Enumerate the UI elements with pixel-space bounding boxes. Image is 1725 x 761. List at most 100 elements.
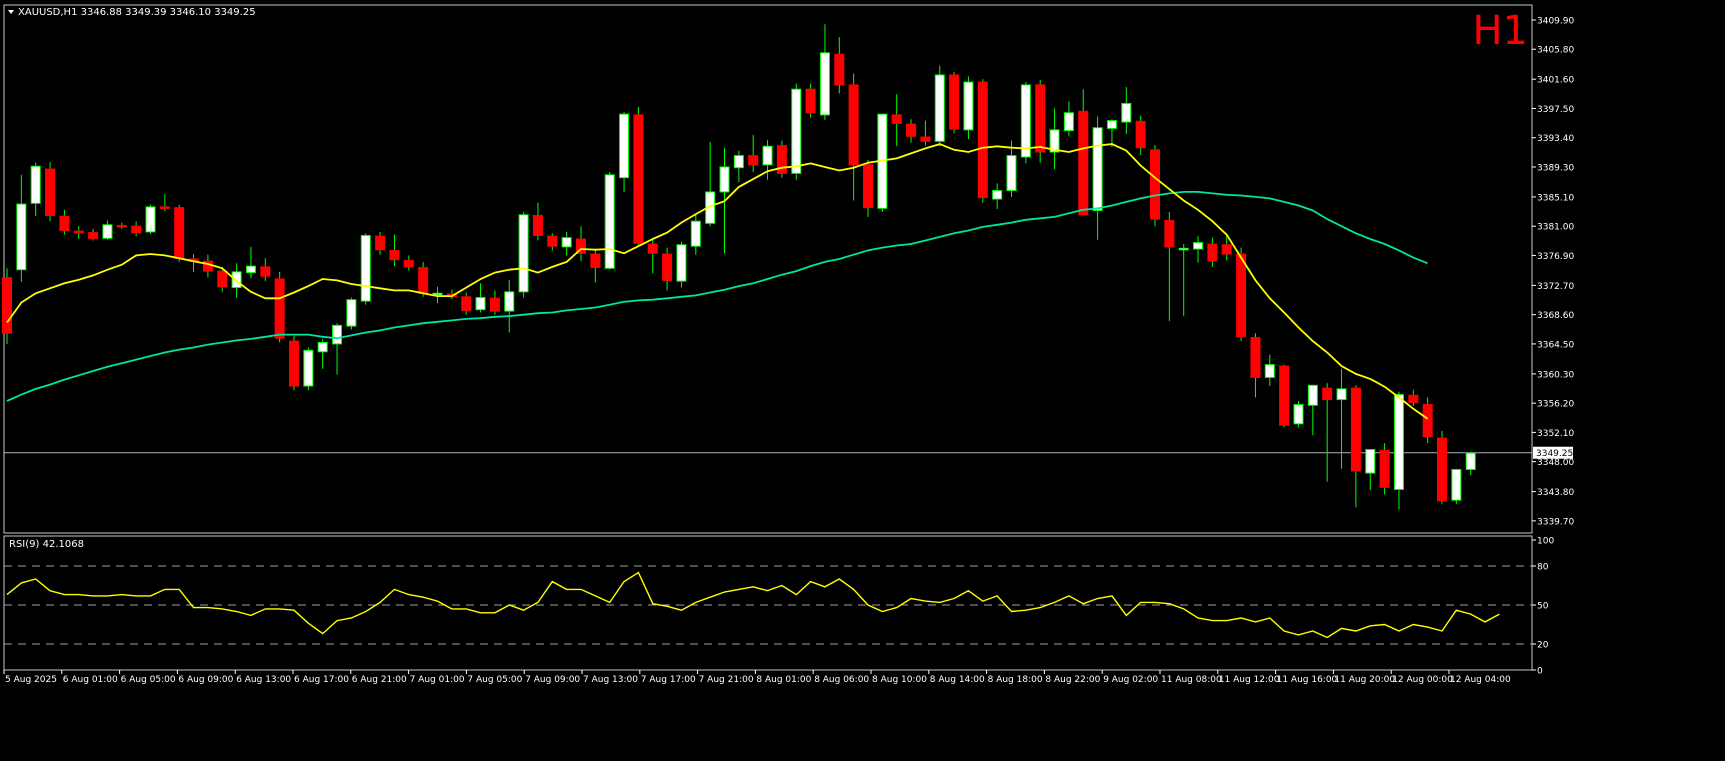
time-tick-label: 11 Aug 12:00 [1219,675,1280,685]
rsi-label: RSI(9) 42.1068 [9,539,84,550]
bull-candle [518,214,529,293]
bull-candle [1465,452,1476,470]
bull-candle [690,220,701,247]
price-tick-label: 3393.40 [1537,134,1574,144]
rsi-axis-label: 0 [1537,667,1543,677]
header-info: XAUUSD,H1 3346.88 3349.39 3346.10 3349.2… [8,7,256,18]
time-tick-label: 8 Aug 18:00 [988,675,1043,685]
slow-ma-line [6,190,1428,402]
price-tick-label: 3385.10 [1537,193,1574,203]
bull-candle [561,237,572,248]
bull-candle [145,206,156,233]
price-tick-label: 3356.20 [1537,400,1574,410]
bull-candle [1063,112,1074,132]
bear-candle [891,114,902,124]
rsi-line [6,571,1500,639]
bear-candle [1379,449,1390,488]
bull-candle [303,349,314,387]
candle-wicks [6,24,1472,510]
time-tick-label: 7 Aug 09:00 [525,675,580,685]
bear-candle [418,267,429,294]
bull-candle [1106,120,1117,129]
price-tick-label: 3368.60 [1537,311,1574,321]
main-panel-frame [3,4,1533,534]
bull-candle [1307,384,1318,406]
bear-candle [45,168,56,216]
bear-candle [776,145,787,174]
bull-candle [819,52,830,116]
bull-candle [1336,388,1347,401]
bull-candle [963,81,974,131]
bear-candle [73,230,84,234]
time-tick-label: 9 Aug 02:00 [1103,675,1158,685]
timeframe-badge: H1 [1472,8,1528,54]
time-tick-label: 6 Aug 17:00 [294,675,349,685]
time-axis: 5 Aug 2025 6 Aug 01:00 6 Aug 05:00 6 Aug 09… [3,670,1511,685]
bear-candle [2,277,12,334]
bear-candle [1322,387,1333,401]
bear-candle [805,88,816,114]
chart-menu-triangle-icon[interactable] [8,10,14,14]
bull-candle [1264,364,1275,378]
bull-candle [1049,129,1060,153]
moving-averages [6,143,1429,420]
time-tick-label: 8 Aug 06:00 [814,675,869,685]
bear-candle [1150,149,1160,220]
bear-candle [1207,243,1218,262]
bull-candle [1293,404,1304,425]
time-tick-label: 12 Aug 00:00 [1392,675,1453,685]
rsi-axis-label: 100 [1537,537,1554,547]
bear-candle [920,136,931,142]
bull-candle [475,297,486,311]
time-tick-label: 6 Aug 21:00 [352,675,407,685]
bear-candle [748,155,759,166]
bull-candle [719,166,730,193]
bear-candle [403,259,414,268]
price-tick-label: 3405.80 [1537,46,1574,56]
bear-candle [1035,84,1046,153]
price-tick-label: 3389.30 [1537,163,1574,173]
time-tick-label: 6 Aug 13:00 [236,675,291,685]
bear-candle [547,235,558,247]
bear-candle [217,270,228,288]
rsi-axis-label: 80 [1537,563,1549,573]
bull-candle [1178,247,1189,251]
rsi-axis-label: 50 [1537,602,1549,612]
bull-candle [346,299,357,327]
price-tick-label: 3364.50 [1537,340,1574,350]
time-tick-label: 7 Aug 05:00 [467,675,522,685]
time-tick-label: 7 Aug 17:00 [641,675,696,685]
bull-candle [432,292,443,296]
price-tick-label: 3372.70 [1537,282,1574,292]
time-tick-label: 6 Aug 05:00 [121,675,176,685]
time-tick-label: 6 Aug 01:00 [63,675,118,685]
time-tick-label: 8 Aug 14:00 [930,675,985,685]
bear-candle [1221,244,1232,255]
bull-candle [231,271,242,289]
time-tick-label: 8 Aug 10:00 [872,675,927,685]
bear-candle [289,340,299,387]
bull-candle [1006,155,1017,192]
price-tick-label: 3360.30 [1537,370,1574,380]
fast-ma-line [6,143,1429,420]
bear-candle [1236,253,1247,338]
price-tick-label: 3343.80 [1537,488,1574,498]
bear-candle [461,296,472,311]
bull-candle [791,88,802,174]
bear-candle [647,243,658,254]
price-tick-label: 3401.60 [1537,76,1574,86]
price-tick-label: 3352.10 [1537,429,1574,439]
price-tick-label: 3376.90 [1537,252,1574,262]
bear-candle [59,215,70,231]
bear-candle [174,207,185,259]
bear-candle [159,206,170,209]
candle-bodies [2,52,1476,502]
price-tick-label: 3397.50 [1537,105,1574,115]
bear-candle [1422,404,1433,438]
bull-candle [1121,102,1132,123]
price-tick-label: 3381.00 [1537,223,1574,233]
bull-candle [1020,84,1031,158]
bear-candle [375,235,386,251]
price-axis: 3409.90 3405.80 3401.60 3397.50 3393.40 3389.… [1532,16,1574,527]
